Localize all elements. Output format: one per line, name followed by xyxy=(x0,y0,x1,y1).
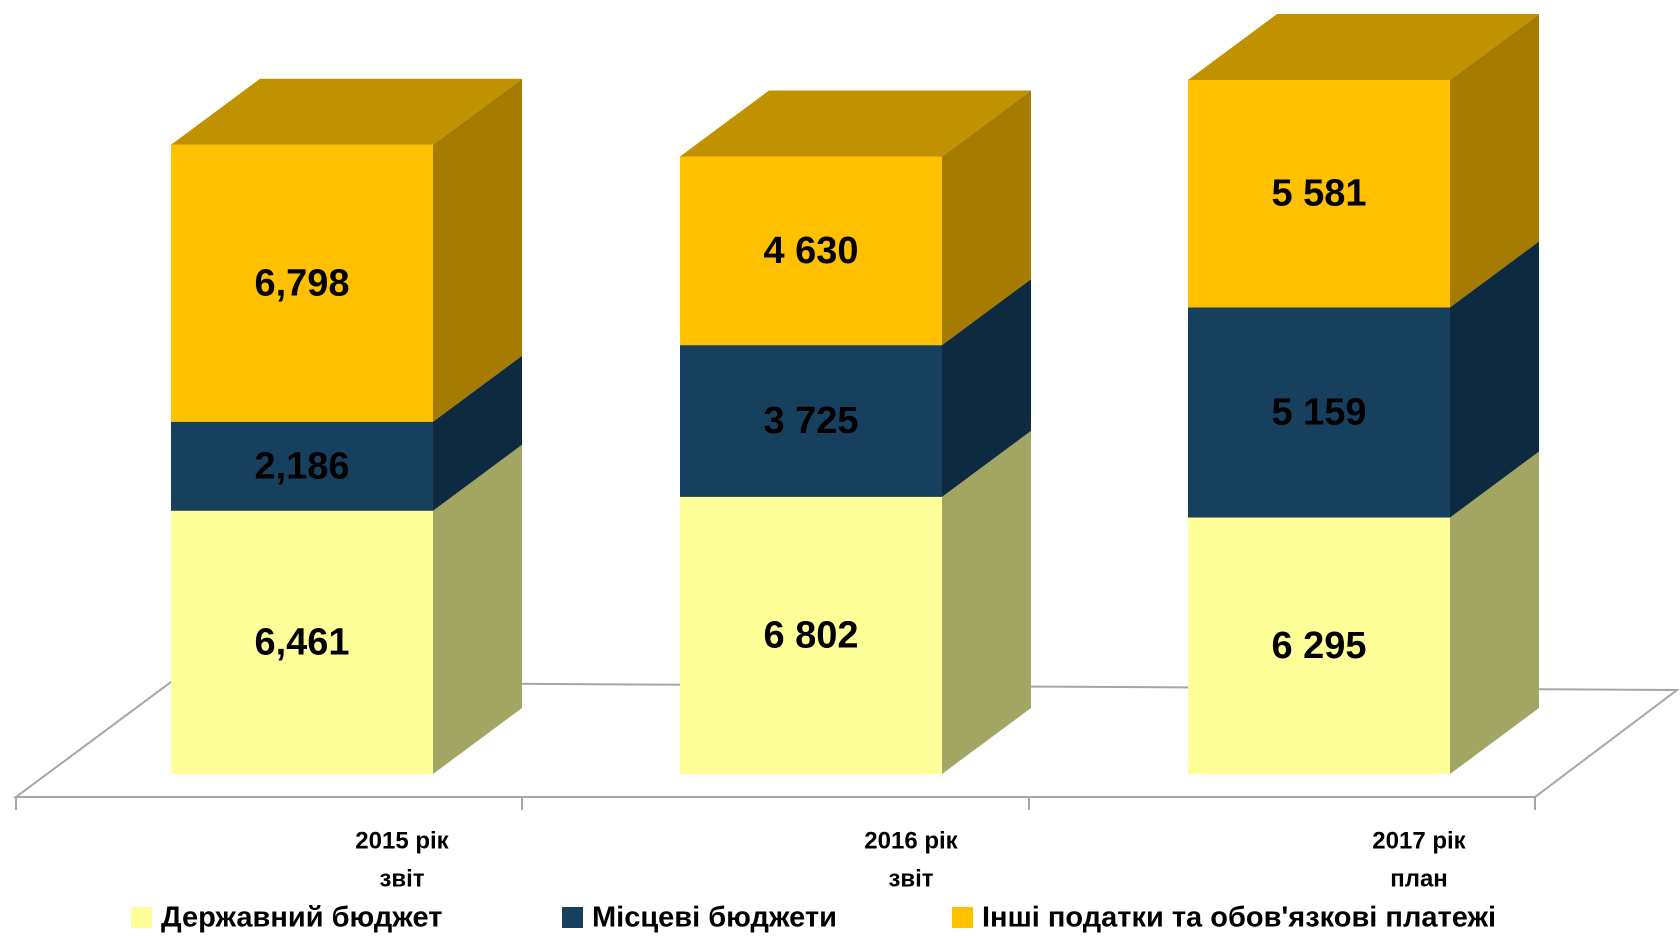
bar-side xyxy=(433,78,522,422)
bar-front xyxy=(680,345,942,497)
value-label: 5 581 xyxy=(1271,173,1366,215)
bar-side xyxy=(1450,451,1539,774)
bar-side xyxy=(942,90,1031,346)
x-tick-label: 2016 рік xyxy=(864,827,958,854)
bar-front xyxy=(171,510,433,774)
bar-side xyxy=(942,279,1031,497)
bar-front xyxy=(1188,307,1450,518)
legend-label: Місцеві бюджети xyxy=(592,902,837,934)
x-tick-label: план xyxy=(1390,865,1448,892)
x-tick-label: 2017 рік xyxy=(1372,827,1466,854)
bar-side xyxy=(433,355,522,511)
bar-front xyxy=(1188,517,1450,774)
bar-front xyxy=(1188,80,1450,308)
bar-side xyxy=(433,444,522,774)
x-tick-label: 2015 рік xyxy=(355,827,449,854)
value-label: 6 802 xyxy=(763,614,858,656)
value-label: 2,186 xyxy=(254,445,349,487)
legend-swatch xyxy=(131,907,152,928)
bar-top xyxy=(680,90,1031,157)
bar-front xyxy=(171,144,433,422)
value-label: 6,798 xyxy=(254,262,349,304)
bar-side xyxy=(1450,241,1539,518)
bar-top xyxy=(1188,14,1539,80)
x-tick-label: звіт xyxy=(379,865,424,892)
floor-ticks xyxy=(15,797,1536,810)
value-label: 5 159 xyxy=(1271,391,1366,433)
bar-side xyxy=(1450,14,1539,308)
bar-front xyxy=(680,156,942,346)
value-label: 6 295 xyxy=(1271,625,1366,667)
value-label: 6,461 xyxy=(254,621,349,663)
legend-label: Державний бюджет xyxy=(161,902,442,934)
x-tick-label: звіт xyxy=(888,865,933,892)
legend-swatch xyxy=(562,907,583,928)
bar-front xyxy=(171,421,433,511)
bar-front xyxy=(680,496,942,774)
bar-top xyxy=(171,78,522,145)
bar-side xyxy=(942,430,1031,774)
legend-label: Інші податки та обов'язкові платежі xyxy=(982,902,1496,934)
legend-swatch xyxy=(952,907,973,928)
value-label: 3 725 xyxy=(763,400,858,442)
value-label: 4 630 xyxy=(763,230,858,272)
